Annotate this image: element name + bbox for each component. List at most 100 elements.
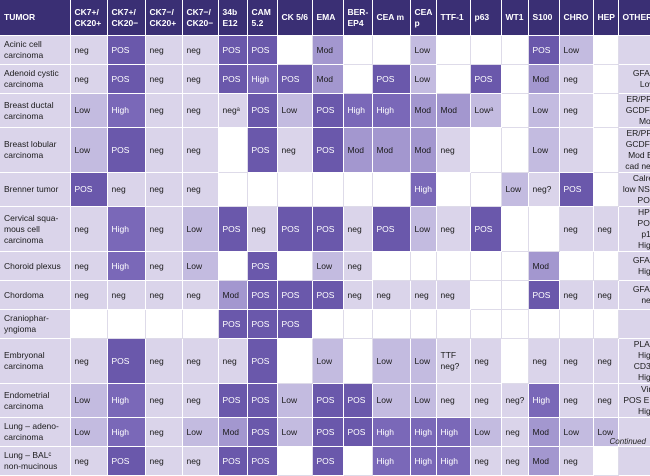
marker-cell <box>436 309 471 339</box>
marker-cell: Low <box>70 127 108 173</box>
marker-cell <box>528 309 560 339</box>
marker-cell <box>501 64 529 94</box>
column-header: 34b E12 <box>218 0 248 36</box>
marker-cell <box>277 172 313 207</box>
marker-cell: neg <box>559 338 594 384</box>
marker-cell: POS <box>528 280 560 310</box>
marker-cell <box>501 93 529 128</box>
marker-cell: High <box>436 446 471 476</box>
tumor-name: Adenoid cystic carcinoma <box>0 64 71 94</box>
other-markers: HPV POS p16 High <box>618 206 650 252</box>
marker-cell: neg <box>145 338 183 384</box>
marker-cell: neg <box>501 417 529 447</box>
tumor-name: Brenner tumor <box>0 172 71 207</box>
marker-cell: neg <box>70 338 108 384</box>
column-header: CK7−/ CK20+ <box>145 0 183 36</box>
continued-note: Continued <box>609 437 646 446</box>
marker-cell: neg <box>559 64 594 94</box>
marker-cell <box>436 251 471 281</box>
column-header: EMA <box>312 0 344 36</box>
tumor-name: Lung – BALᶜ non-mucinous <box>0 446 71 476</box>
marker-cell: High <box>410 446 437 476</box>
marker-cell: Low <box>312 338 344 384</box>
marker-cell <box>593 35 619 65</box>
marker-cell <box>343 35 373 65</box>
marker-cell: neg <box>410 280 437 310</box>
marker-cell: POS <box>107 446 146 476</box>
marker-cell: Low <box>593 417 619 447</box>
marker-cell: POS <box>247 127 278 173</box>
other-markers: ER/PRᶜ GCDFP Mod E-cad neg <box>618 127 650 173</box>
marker-cell: neg <box>247 206 278 252</box>
marker-cell: Low <box>182 206 219 252</box>
marker-cell: neg <box>593 280 619 310</box>
marker-cell: POS <box>277 280 313 310</box>
table-body: Acinic cell carcinoma neg POS neg neg POS POS M… <box>0 35 650 476</box>
tumor-name: Endometrial carcinoma <box>0 383 71 418</box>
marker-cell: POS <box>312 206 344 252</box>
column-header: CAM 5.2 <box>247 0 278 36</box>
marker-cell: neg <box>182 280 219 310</box>
other-markers: ER/PRᵇ GCDFP Mod <box>618 93 650 128</box>
marker-cell: POS <box>107 338 146 384</box>
marker-cell: neg? <box>501 383 529 418</box>
marker-cell: neg <box>559 127 594 173</box>
marker-cell: neg <box>501 446 529 476</box>
marker-cell: neg <box>436 206 471 252</box>
marker-cell: POS <box>218 206 248 252</box>
marker-cell: Low <box>410 383 437 418</box>
tumor-name: Choroid plexus <box>0 251 71 281</box>
marker-cell: TTF neg? <box>436 338 471 384</box>
marker-cell: POS <box>107 127 146 173</box>
marker-cell: Low <box>277 383 313 418</box>
marker-cell: neg <box>145 417 183 447</box>
marker-cell: neg <box>559 280 594 310</box>
table-row: Choroid plexus neg High neg Low POS Low neg Mod G… <box>0 251 650 281</box>
table-row: Chordoma neg neg neg neg Mod POS POS POS neg neg ne… <box>0 280 650 310</box>
marker-cell: Mod <box>528 446 560 476</box>
table-row: Cervical squa- mous cell carcinoma neg Hig… <box>0 206 650 252</box>
marker-cell: Low <box>70 417 108 447</box>
marker-cell: Low <box>277 93 313 128</box>
marker-cell <box>593 127 619 173</box>
marker-cell <box>312 309 344 339</box>
marker-cell: Low <box>410 35 437 65</box>
marker-cell: High <box>107 417 146 447</box>
column-header: CK7+/ CK20− <box>107 0 146 36</box>
marker-cell: Mod <box>372 127 411 173</box>
marker-cell: High <box>107 251 146 281</box>
marker-cell: Low <box>182 417 219 447</box>
marker-cell <box>218 127 248 173</box>
marker-cell: POS <box>528 35 560 65</box>
marker-cell <box>501 338 529 384</box>
column-header: WT1 <box>501 0 529 36</box>
marker-cell: Low <box>501 172 529 207</box>
marker-cell: POS <box>372 206 411 252</box>
marker-cell: POS <box>107 64 146 94</box>
marker-cell <box>470 251 502 281</box>
marker-cell: neg <box>343 206 373 252</box>
marker-cell: POS <box>247 417 278 447</box>
marker-cell <box>218 172 248 207</box>
marker-cell <box>436 172 471 207</box>
marker-cell: neg <box>145 446 183 476</box>
tumor-name: Chordoma <box>0 280 71 310</box>
marker-cell: neg <box>470 338 502 384</box>
marker-cell: neg <box>145 64 183 94</box>
marker-cell <box>559 251 594 281</box>
marker-cell: neg <box>470 446 502 476</box>
marker-cell: neg <box>70 35 108 65</box>
table-row: Adenoid cystic carcinoma neg POS neg neg POS H… <box>0 64 650 94</box>
table-row: Lung – BALᶜ non-mucinous neg POS neg neg POS P… <box>0 446 650 476</box>
marker-cell <box>372 251 411 281</box>
marker-cell <box>277 251 313 281</box>
marker-cell: POS <box>312 280 344 310</box>
marker-cell <box>182 309 219 339</box>
marker-cell: Low <box>372 383 411 418</box>
table-row: Lung – adeno- carcinoma Low High neg Low Mod P… <box>0 417 650 447</box>
marker-cell: Mod <box>343 127 373 173</box>
marker-cell <box>470 309 502 339</box>
marker-cell: neg <box>343 280 373 310</box>
marker-cell <box>593 172 619 207</box>
marker-cell: neg <box>145 280 183 310</box>
